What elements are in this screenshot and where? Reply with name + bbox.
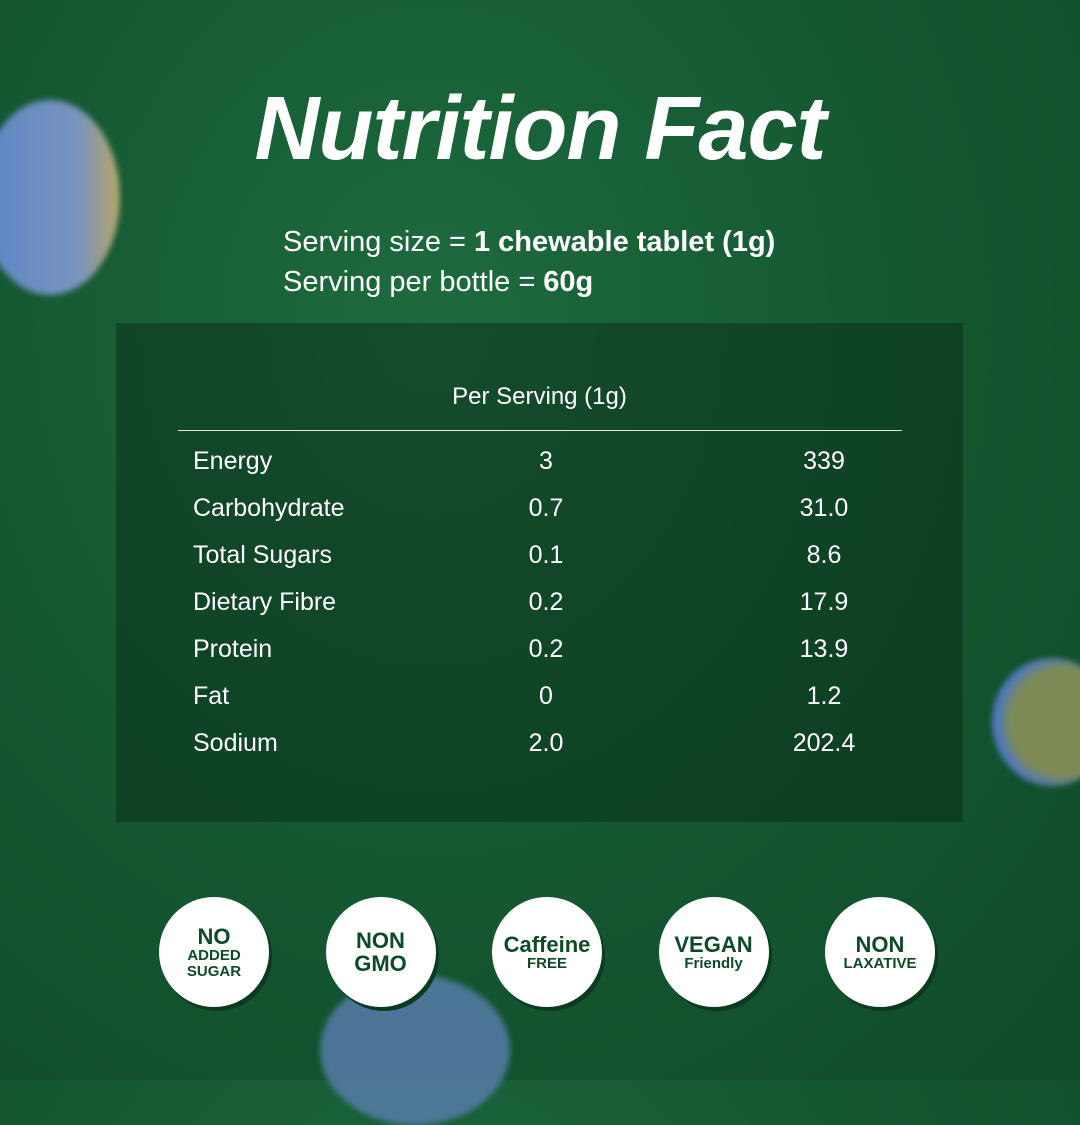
badge: NO ADDED SUGAR (159, 897, 269, 1007)
badge-text: FREE (526, 954, 567, 972)
nutrient-value: 202.4 (792, 729, 856, 757)
nutrient-name: Protein (193, 635, 273, 663)
badge-text: NON (855, 931, 905, 957)
badge-text: Friendly (684, 954, 743, 972)
nutrient-value: 31.0 (799, 494, 849, 522)
table-row: Dietary Fibre 0.2 17.9 (116, 588, 963, 628)
nutrient-value: 0.1 (528, 541, 564, 569)
table-row: Fat 0 1.2 (116, 682, 963, 722)
badge-text: VEGAN (674, 931, 753, 957)
badge-text: NO (197, 923, 231, 949)
serving-line: Serving size = 1 chewable tablet (1g) (283, 222, 775, 262)
badge-text: ADDED (187, 946, 241, 964)
serving-line: Serving per bottle = 60g (283, 262, 775, 302)
table-row: Sodium 2.0 202.4 (116, 729, 963, 769)
table-row: Total Sugars 0.1 8.6 (116, 541, 963, 581)
nutrient-value: 17.9 (799, 588, 849, 616)
table-row: Protein 0.2 13.9 (116, 635, 963, 675)
serving-info: Serving size = 1 chewable tablet (1g) Ser… (283, 222, 775, 302)
nutrient-name: Dietary Fibre (193, 588, 337, 616)
table-row: Energy 3 339 (116, 447, 963, 487)
nutrient-value: 0.7 (528, 494, 564, 522)
tablet-decoration (992, 658, 1080, 786)
nutrient-value: 0.2 (528, 588, 564, 616)
nutrient-value: 3 (539, 447, 553, 475)
nutrient-name: Sodium (193, 729, 278, 757)
badge-text: LAXATIVE (843, 954, 917, 972)
badge-text: Caffeine (503, 931, 591, 957)
badge: NON GMO (325, 897, 436, 1007)
nutrient-name: Fat (193, 682, 230, 710)
nutrient-name: Energy (193, 447, 273, 475)
badge: VEGAN Friendly (658, 897, 769, 1007)
table-header: Per Serving (1g) (452, 383, 627, 410)
nutrient-name: Total Sugars (193, 541, 332, 569)
nutrient-value: 1.2 (806, 682, 842, 710)
serving-label: Serving per bottle = (283, 266, 536, 298)
nutrient-value: 13.9 (799, 635, 849, 663)
table-row: Carbohydrate 0.7 31.0 (116, 494, 963, 534)
nutrient-value: 0 (539, 682, 553, 710)
badge-text: GMO (354, 951, 407, 976)
tablet-decoration (0, 100, 120, 295)
badge: Caffeine FREE (492, 897, 602, 1007)
serving-value: 60g (543, 266, 594, 298)
nutrient-value: 8.6 (806, 541, 842, 569)
badge-text: NON (356, 927, 405, 953)
serving-label: Serving size = (283, 226, 466, 258)
nutrient-value: 0.2 (528, 635, 564, 663)
tablet-decoration (320, 975, 510, 1125)
nutrient-value: 339 (803, 447, 845, 475)
title: Nutrition Fact (254, 79, 827, 179)
nutrient-value: 2.0 (528, 729, 564, 757)
nutrient-name: Carbohydrate (193, 494, 345, 522)
badge-text: SUGAR (186, 962, 242, 980)
nutrition-table: Per Serving (1g) Energy 3 339 Carbohydrate 0… (116, 323, 963, 822)
divider (178, 430, 902, 431)
serving-value: 1 chewable tablet (1g) (473, 226, 776, 258)
badge: NON LAXATIVE (825, 897, 935, 1007)
